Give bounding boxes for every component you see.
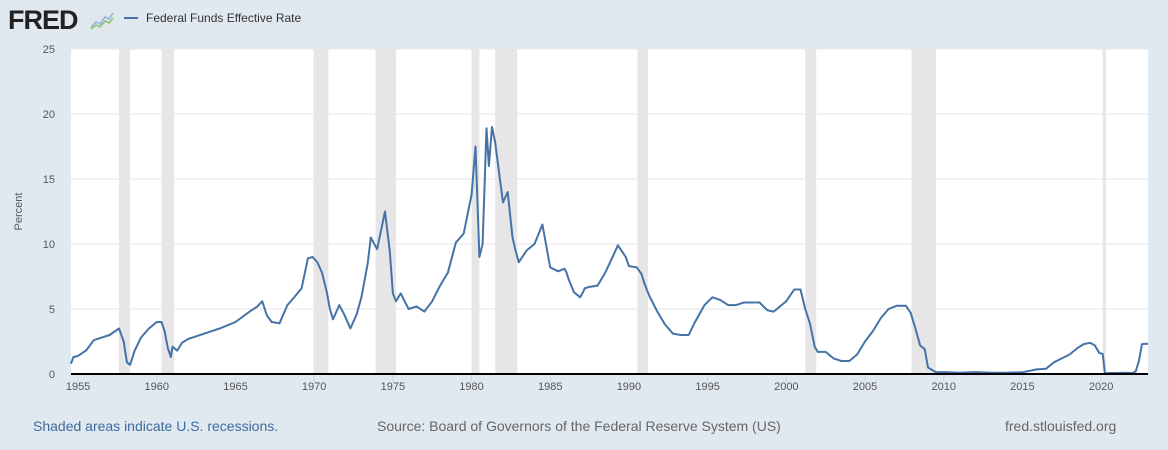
- x-tick-label: 1965: [223, 381, 247, 393]
- recession-band: [911, 49, 936, 374]
- y-tick-label: 5: [49, 304, 55, 316]
- legend-label[interactable]: Federal Funds Effective Rate: [146, 11, 302, 25]
- x-tick-label: 1990: [617, 381, 641, 393]
- recession-band: [1102, 49, 1106, 374]
- recession-band: [495, 49, 518, 374]
- x-tick-label: 2000: [774, 381, 798, 393]
- x-tick-label: 1970: [302, 381, 326, 393]
- x-tick-label: 1980: [459, 381, 483, 393]
- source-text: Source: Board of Governors of the Federa…: [377, 418, 781, 434]
- x-tick-label: 1975: [381, 381, 405, 393]
- x-tick-label: 1960: [145, 381, 169, 393]
- chart-legend: Federal Funds Effective Rate: [124, 10, 301, 26]
- recession-band: [471, 49, 480, 374]
- x-tick-label: 1985: [538, 381, 562, 393]
- x-tick-label: 1995: [695, 381, 719, 393]
- gridlines: [71, 48, 1148, 310]
- recession-band: [637, 49, 648, 374]
- site-link[interactable]: fred.stlouisfed.org: [1005, 418, 1117, 434]
- fred-logo[interactable]: FRED: [8, 5, 78, 35]
- recession-band: [805, 49, 817, 374]
- recession-band: [161, 49, 175, 374]
- recession-band: [119, 49, 131, 374]
- x-tick-label: 2005: [853, 381, 877, 393]
- x-tick-label: 2010: [931, 381, 955, 393]
- chart-line-icon: [90, 10, 114, 30]
- recession-band: [313, 49, 329, 374]
- series-line-federal-funds-rate: [70, 126, 1149, 375]
- y-tick-label: 15: [43, 174, 55, 186]
- x-tick-label: 2020: [1089, 381, 1113, 393]
- y-axis-ticks: 0 5 10 15 20 25: [43, 44, 55, 381]
- x-tick-label: 1955: [66, 381, 90, 393]
- x-tick-label: 2015: [1010, 381, 1034, 393]
- y-tick-label: 10: [43, 239, 55, 251]
- plot-area: [71, 49, 1148, 374]
- y-tick-label: 20: [43, 109, 55, 121]
- legend-swatch: [124, 17, 138, 19]
- x-axis-ticks: 1955 1960 1965 1970 1975 1980 1985 1990 1995 2000…: [66, 374, 1113, 393]
- recession-note[interactable]: Shaded areas indicate U.S. recessions.: [33, 418, 279, 434]
- y-tick-label: 25: [43, 44, 55, 56]
- y-axis-label: Percent: [13, 193, 25, 231]
- y-tick-label: 0: [49, 369, 55, 381]
